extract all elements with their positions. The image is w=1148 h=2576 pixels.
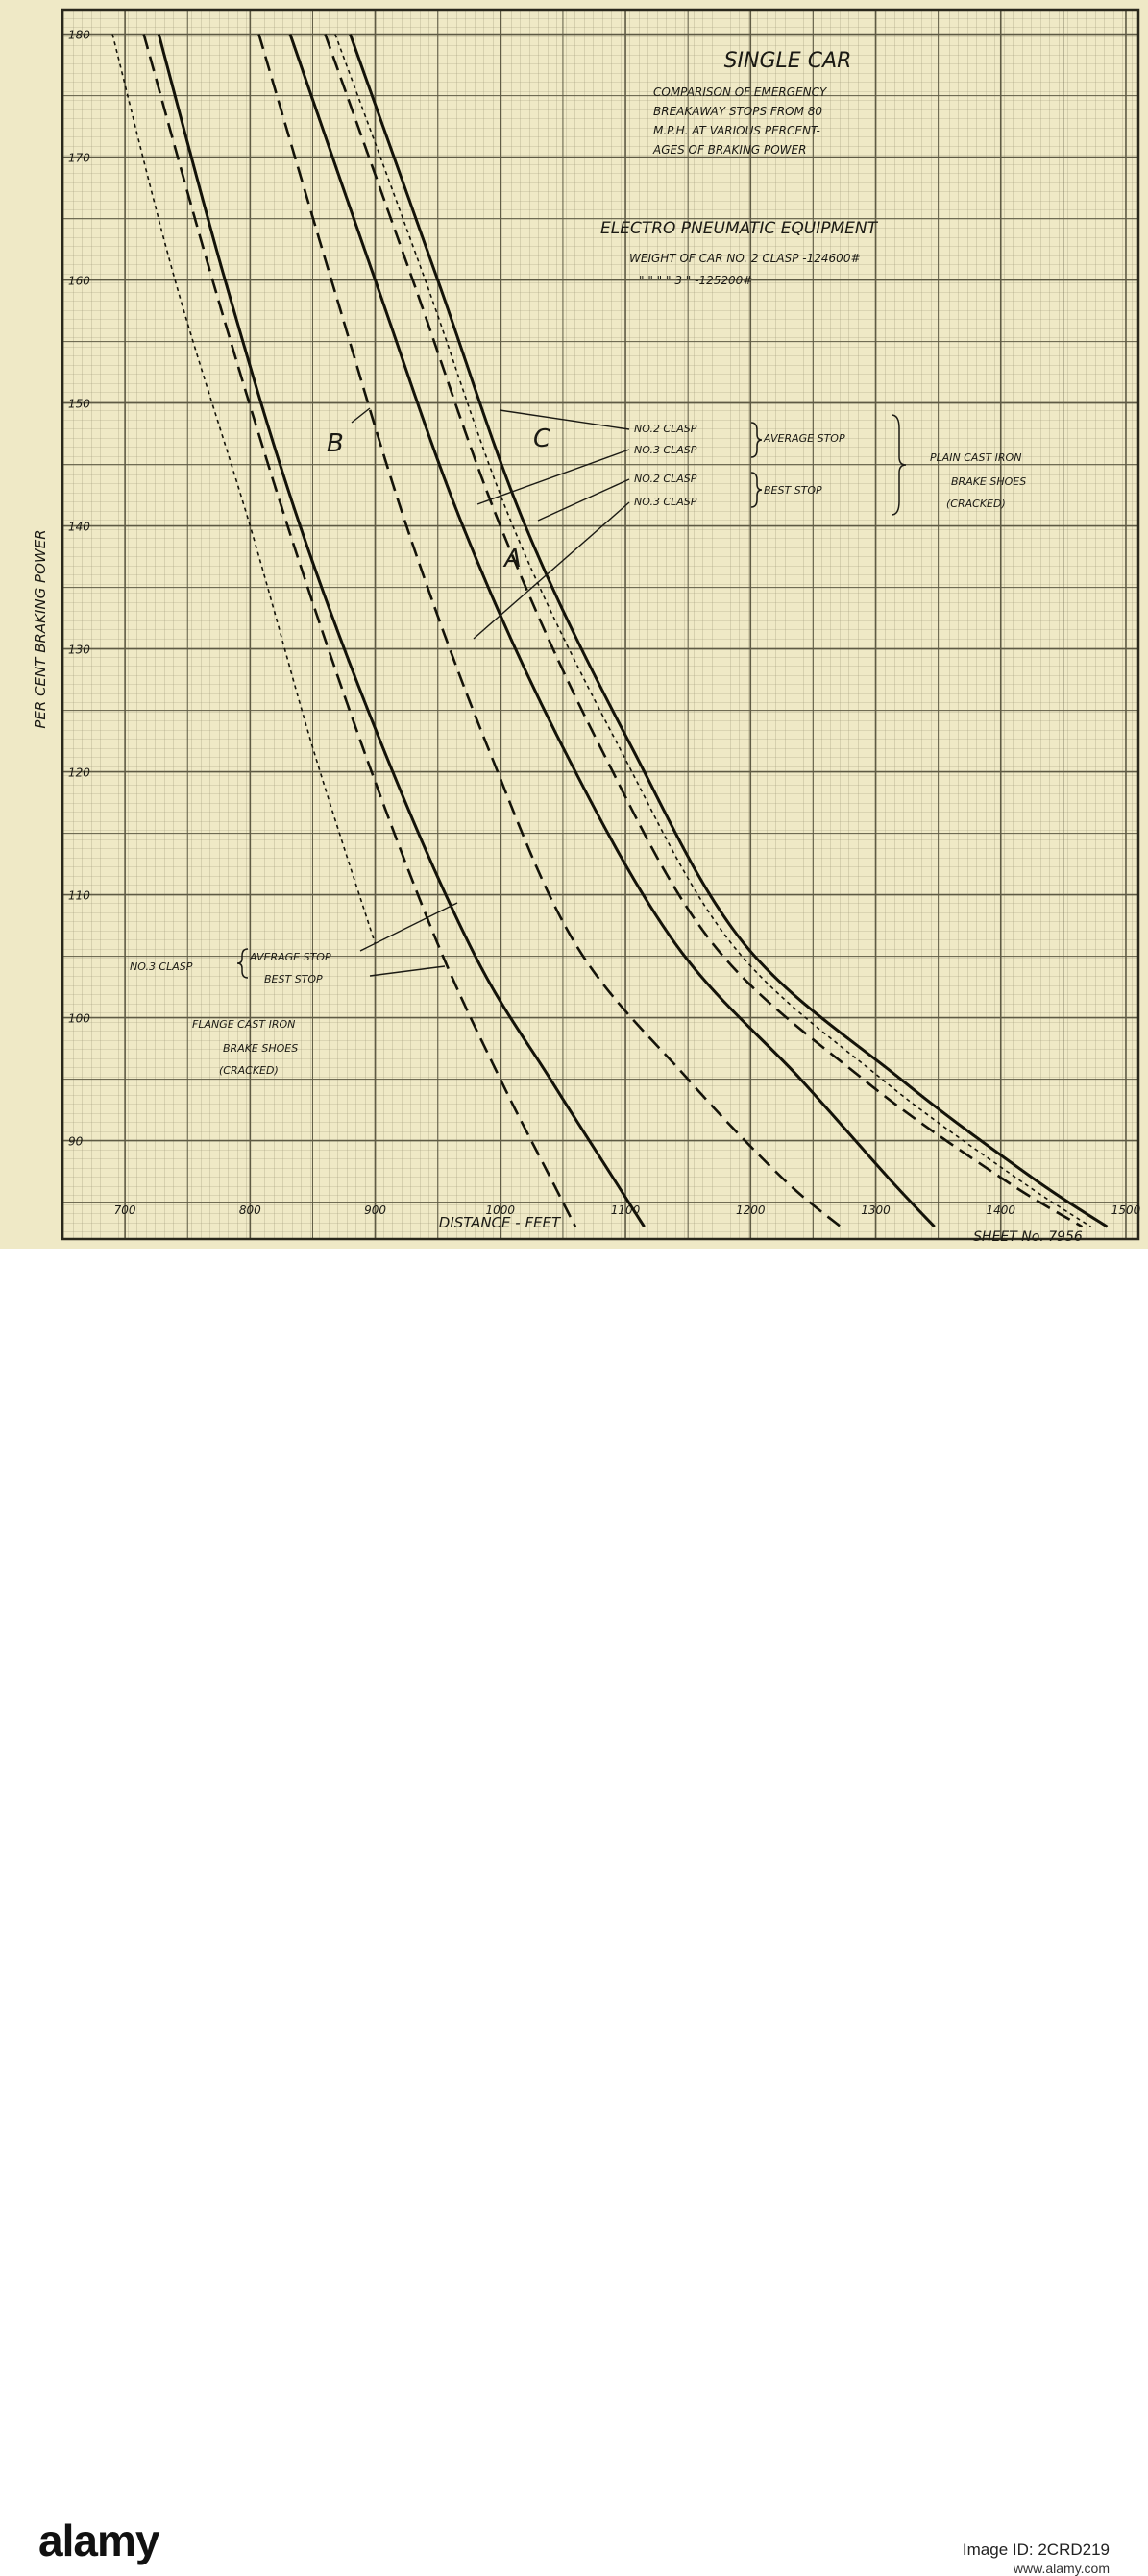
series-line-plain-no2-average: [349, 34, 1109, 1228]
series-line-flange-best: [142, 34, 577, 1227]
flange-group-line-2: BRAKE SHOES: [223, 1042, 298, 1055]
legend-no3-best: NO.3 CLASP: [634, 496, 697, 508]
subtitle-line-3: M.P.H. AT VARIOUS PERCENT-: [653, 124, 820, 137]
x-tick-label: 700: [114, 1203, 136, 1217]
flange-group-line-3: (CRACKED): [219, 1064, 279, 1077]
subtitle-line-4: AGES OF BRAKING POWER: [652, 143, 806, 157]
x-axis-label: DISTANCE - FEET: [439, 1214, 562, 1231]
series-line-plain-no2-avg-dotted: [334, 34, 1091, 1227]
y-tick-label: 150: [68, 398, 90, 411]
y-tick-label: 170: [68, 152, 90, 165]
legend-average-stop: AVERAGE STOP: [763, 432, 845, 445]
letter-b: B: [327, 429, 344, 458]
chart-title: SINGLE CAR: [724, 49, 852, 73]
lower-legend-average: AVERAGE STOP: [249, 951, 331, 963]
x-tick-label: 1300: [861, 1203, 891, 1217]
x-tick-label: 800: [239, 1203, 261, 1217]
weight-line-1: WEIGHT OF CAR NO. 2 CLASP -124600#: [629, 252, 861, 265]
sheet-number: SHEET No. 7956: [973, 1229, 1083, 1245]
chart-figure: 180 170 160 150 140 130 120 110 100 90 700 800 900 1…: [0, 0, 1148, 1249]
lower-legend-no3: NO.3 CLASP: [130, 960, 193, 973]
y-tick-label: 100: [68, 1012, 90, 1026]
image-id-label: Image ID: 2CRD219: [962, 2540, 1110, 2559]
major-grid: [61, 10, 1138, 1239]
legend-best-stop: BEST STOP: [764, 484, 822, 497]
x-tick-label: 1000: [486, 1203, 516, 1217]
y-tick-label: 110: [68, 889, 90, 903]
leader-no2-best: [537, 478, 630, 522]
weight-line-2: " " " " 3 " -125200#: [639, 274, 752, 287]
y-tick-label: 90: [68, 1135, 84, 1149]
y-tick-label: 180: [68, 29, 90, 42]
lower-legend-brace: [236, 948, 249, 979]
leader-b: [351, 407, 371, 424]
x-tick-label: 1500: [1111, 1203, 1141, 1217]
leader-lower-best: [369, 965, 446, 977]
subtitle-line-2: BREAKAWAY STOPS FROM 80: [653, 105, 822, 118]
series-layer: [111, 34, 1109, 1228]
plot-area: [62, 10, 1138, 1239]
legend-no2-average: NO.2 CLASP: [634, 423, 697, 435]
y-tick-label: 120: [68, 766, 90, 780]
y-tick-label: 160: [68, 275, 90, 288]
series-line-plain-no3-average: [288, 34, 936, 1228]
series-line-plain-no3-best: [257, 34, 842, 1228]
series-line-plain-no2-best: [324, 34, 1084, 1228]
legend-braces: [750, 414, 907, 516]
leader-lower-average: [359, 902, 458, 952]
equipment-title: ELECTRO PNEUMATIC EQUIPMENT: [600, 219, 879, 238]
y-axis-label: PER CENT BRAKING POWER: [32, 529, 49, 728]
stock-url: www.alamy.com: [1013, 2561, 1110, 2576]
stock-banner: alamy Image ID: 2CRD219 www.alamy.com: [0, 1249, 1148, 2576]
x-tick-label: 1400: [986, 1203, 1015, 1217]
plain-group-line-1: PLAIN CAST IRON: [930, 451, 1021, 464]
letter-a: A: [502, 545, 522, 573]
leader-no3-average: [476, 449, 630, 505]
legend-no3-average: NO.3 CLASP: [634, 444, 697, 456]
subtitle-line-1: COMPARISON OF EMERGENCY: [653, 85, 828, 99]
y-tick-label: 130: [68, 644, 90, 657]
x-tick-label: 1200: [736, 1203, 766, 1217]
flange-group-line-1: FLANGE CAST IRON: [192, 1018, 295, 1031]
x-tick-label: 900: [364, 1203, 386, 1217]
plain-group-line-3: (CRACKED): [946, 498, 1006, 510]
leader-no3-best: [473, 501, 630, 640]
y-tick-label: 140: [68, 521, 90, 534]
plot-border: [61, 8, 1140, 1241]
letter-c: C: [533, 425, 551, 453]
series-line-left-dotted: [111, 34, 377, 945]
leader-c: [499, 409, 630, 430]
alamy-logo: alamy: [38, 2515, 159, 2565]
leader-lines: [351, 407, 630, 977]
plain-group-line-2: BRAKE SHOES: [951, 475, 1026, 488]
y-tick-labels: 180 170 160 150 140 130 120 110 100 90: [68, 29, 90, 1149]
series-line-flange-average: [157, 34, 646, 1228]
lower-legend-best: BEST STOP: [264, 973, 323, 985]
x-tick-labels: 700 800 900 1000 1100 1200 1300 1400 1500: [114, 1203, 1141, 1217]
legend-no2-best: NO.2 CLASP: [634, 473, 697, 485]
